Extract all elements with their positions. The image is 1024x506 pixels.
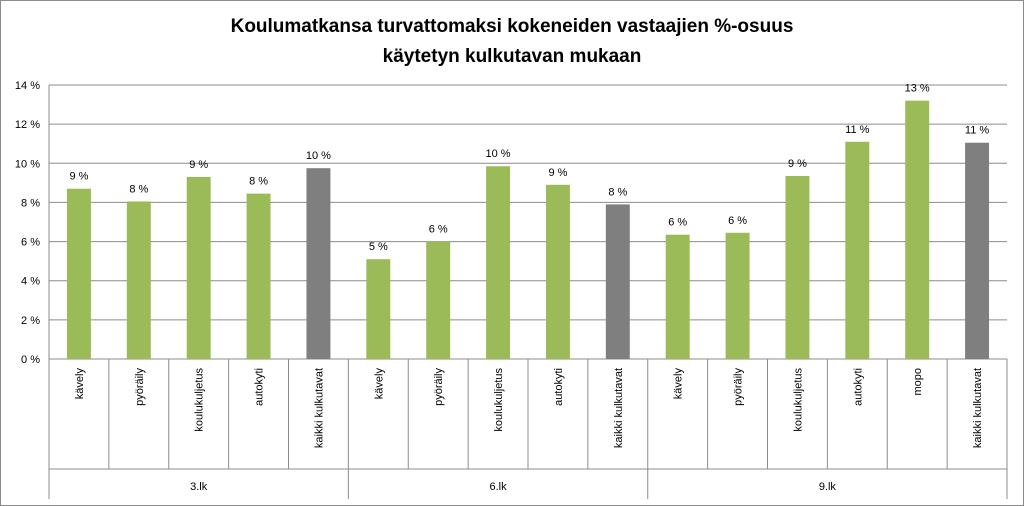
data-label: 6 % [429,224,448,236]
y-tick-label: 8 % [21,197,40,209]
bars [66,100,990,360]
category-label: kävely [373,368,385,400]
category-label: kävely [74,368,86,400]
data-label: 9 % [189,159,208,171]
data-label: 11 % [845,124,869,136]
data-label: 11 % [965,125,989,137]
category-label: kävely [673,368,685,400]
category-label: autokyti [553,368,565,406]
y-tick-label: 6 % [21,237,40,249]
data-label: 10 % [486,148,511,160]
bar [66,188,91,359]
category-label: koulukuljetus [194,368,206,432]
data-label: 9 % [69,171,88,183]
bar [605,204,630,359]
y-tick-label: 2 % [21,315,40,327]
data-label: 6 % [668,217,687,229]
bar [845,141,870,359]
y-tick-label: 0 % [21,354,40,366]
data-label: 5 % [369,241,388,253]
group-label: 6.lk [490,481,508,493]
category-label: autokyti [852,368,864,406]
category-label: autokyti [254,368,266,406]
y-tick-label: 14 % [15,80,40,92]
category-label: pyöräily [433,368,445,406]
data-label: 8 % [129,183,148,195]
bar [306,168,331,359]
category-label: koulukuljetus [792,368,804,432]
category-label: koulukuljetus [493,368,505,432]
data-label: 13 % [905,83,930,95]
category-label: pyöräily [134,368,146,406]
category-label: kaikki kulkutavat [313,368,325,448]
bar [426,241,451,359]
bar [725,232,750,359]
chart-title-line-2: käytetyn kulkutavan mukaan [383,46,642,67]
bar [665,234,690,359]
bar [785,176,810,359]
bar [545,184,570,359]
data-label: 9 % [548,167,567,179]
category-label: pyöräily [733,368,745,406]
data-label: 8 % [249,176,268,188]
category-label: kaikki kulkutavat [613,368,625,448]
bar [486,166,511,359]
data-label: 10 % [306,150,331,162]
bar [126,201,151,359]
y-tick-label: 10 % [15,158,40,170]
category-label: mopo [912,368,924,396]
data-label: 9 % [788,158,807,170]
bar [246,193,271,359]
y-tick-label: 12 % [15,119,40,131]
chart-title-line-1: Koulumatkansa turvattomaksi kokeneiden v… [231,16,794,37]
data-label: 8 % [608,186,627,198]
category-axis: kävely pyöräily koulukuljetus autokyti kaikk… [48,359,1008,499]
data-labels: 9 % 8 % 9 % 8 % 10 % 5 % 6 % 10 % 9 % 8 % 6 % 6 % 9 … [69,83,989,254]
data-label: 6 % [728,215,747,227]
bar [366,259,391,359]
bar [965,142,990,359]
group-label: 9.lk [819,481,837,493]
bar [186,176,211,359]
y-tick-label: 4 % [21,276,40,288]
bar [905,100,930,360]
group-label: 3.lk [190,481,208,493]
category-label: kaikki kulkutavat [972,368,984,448]
